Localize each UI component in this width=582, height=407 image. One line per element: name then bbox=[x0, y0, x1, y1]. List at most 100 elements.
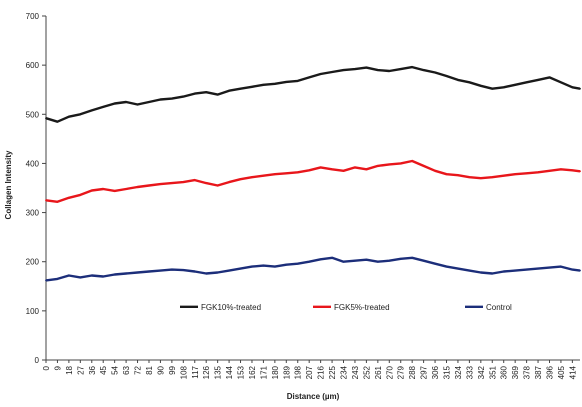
data-point-control bbox=[228, 269, 230, 272]
data-point-fgk5-treated bbox=[445, 173, 448, 176]
data-point-fgk5-treated bbox=[79, 193, 82, 196]
data-point-control bbox=[422, 259, 425, 262]
x-tick-label: 324 bbox=[454, 365, 463, 379]
data-point-fgk5-treated bbox=[491, 176, 494, 179]
x-tick-label: 153 bbox=[237, 365, 246, 379]
data-point-control bbox=[434, 262, 436, 265]
data-point-fgk5-treated bbox=[571, 169, 574, 172]
x-tick-label: 45 bbox=[99, 365, 108, 374]
x-tick-label: 234 bbox=[340, 365, 349, 379]
data-point-fgk5-treated bbox=[113, 190, 116, 192]
data-point-fgk5-treated bbox=[136, 186, 139, 188]
data-point-control bbox=[67, 274, 70, 277]
x-axis-title: Distance (µm) bbox=[287, 392, 340, 401]
data-point-fgk10-treated bbox=[411, 66, 414, 69]
data-point-control bbox=[45, 279, 47, 282]
data-point-control bbox=[502, 270, 505, 273]
data-point-fgk10-treated bbox=[296, 79, 299, 82]
data-point-fgk10-treated bbox=[262, 83, 265, 86]
data-point-fgk5-treated bbox=[434, 169, 436, 172]
data-point-fgk5-treated bbox=[262, 174, 265, 177]
x-tick-label: 90 bbox=[156, 365, 165, 374]
data-point-fgk10-treated bbox=[125, 101, 127, 103]
data-point-fgk5-treated bbox=[216, 184, 219, 187]
data-point-fgk10-treated bbox=[434, 71, 436, 74]
data-point-fgk10-treated bbox=[457, 78, 459, 81]
data-point-fgk10-treated bbox=[56, 120, 59, 123]
data-point-fgk10-treated bbox=[342, 69, 345, 71]
data-point-fgk10-treated bbox=[205, 91, 208, 94]
x-tick-label: 81 bbox=[145, 365, 154, 374]
data-point-control bbox=[399, 257, 402, 260]
data-point-fgk5-treated bbox=[319, 166, 322, 169]
y-tick-label: 300 bbox=[26, 209, 40, 218]
y-tick-label: 400 bbox=[26, 159, 40, 168]
data-point-fgk10-treated bbox=[354, 68, 356, 70]
data-point-fgk10-treated bbox=[216, 93, 219, 96]
x-tick-label: 378 bbox=[523, 365, 532, 379]
data-point-fgk10-treated bbox=[525, 81, 528, 84]
data-point-fgk5-treated bbox=[239, 178, 242, 181]
data-point-control bbox=[388, 259, 391, 262]
data-point-fgk10-treated bbox=[571, 86, 574, 89]
data-point-control bbox=[479, 271, 482, 274]
data-point-fgk10-treated bbox=[239, 87, 242, 90]
data-point-fgk5-treated bbox=[502, 174, 505, 177]
data-point-fgk10-treated bbox=[514, 83, 517, 86]
y-tick-label: 700 bbox=[26, 12, 40, 21]
data-point-fgk5-treated bbox=[56, 200, 59, 203]
data-point-control bbox=[537, 267, 539, 270]
data-point-control bbox=[331, 256, 333, 259]
x-tick-label: 297 bbox=[420, 365, 429, 379]
y-tick-label: 100 bbox=[26, 307, 40, 316]
data-point-fgk5-treated bbox=[560, 168, 562, 171]
data-point-fgk10-treated bbox=[273, 82, 276, 85]
x-tick-label: 360 bbox=[500, 365, 509, 379]
data-point-fgk5-treated bbox=[125, 188, 127, 190]
data-point-fgk5-treated bbox=[273, 173, 276, 176]
data-point-fgk5-treated bbox=[457, 174, 459, 177]
data-point-fgk10-treated bbox=[399, 68, 402, 70]
data-point-fgk10-treated bbox=[102, 106, 105, 108]
data-point-fgk10-treated bbox=[548, 76, 551, 79]
data-point-fgk10-treated bbox=[537, 78, 539, 81]
y-axis-title: Collagen Intensity bbox=[4, 150, 13, 219]
data-point-fgk10-treated bbox=[579, 87, 581, 90]
data-point-fgk5-treated bbox=[148, 184, 150, 187]
data-point-fgk5-treated bbox=[422, 164, 425, 167]
x-tick-label: 225 bbox=[328, 365, 337, 379]
data-point-fgk10-treated bbox=[479, 84, 482, 87]
x-tick-label: 63 bbox=[122, 365, 131, 374]
data-point-fgk5-treated bbox=[102, 188, 105, 190]
x-tick-label: 351 bbox=[488, 365, 497, 379]
data-point-fgk5-treated bbox=[90, 189, 93, 192]
data-point-control bbox=[548, 266, 551, 269]
data-point-fgk10-treated bbox=[502, 86, 505, 89]
y-tick-label: 500 bbox=[26, 110, 40, 119]
y-tick-label: 0 bbox=[35, 356, 40, 365]
data-point-fgk10-treated bbox=[113, 102, 116, 105]
data-point-fgk10-treated bbox=[170, 97, 173, 100]
data-point-fgk10-treated bbox=[388, 70, 391, 72]
x-tick-label: 342 bbox=[477, 365, 486, 379]
x-tick-label: 72 bbox=[134, 365, 143, 374]
data-point-control bbox=[113, 273, 116, 276]
data-point-fgk10-treated bbox=[365, 66, 368, 69]
data-point-control bbox=[205, 272, 208, 275]
data-point-control bbox=[376, 260, 379, 263]
x-tick-label: 405 bbox=[557, 365, 566, 379]
data-point-fgk10-treated bbox=[308, 76, 311, 79]
data-point-control bbox=[251, 265, 253, 268]
data-point-fgk5-treated bbox=[170, 182, 173, 184]
data-point-fgk5-treated bbox=[399, 162, 402, 165]
data-point-fgk5-treated bbox=[525, 172, 528, 175]
data-point-control bbox=[182, 269, 185, 271]
data-point-fgk5-treated bbox=[388, 163, 391, 166]
data-point-fgk5-treated bbox=[479, 177, 482, 180]
data-point-fgk10-treated bbox=[376, 69, 379, 71]
x-tick-label: 396 bbox=[545, 365, 554, 379]
data-point-fgk5-treated bbox=[285, 172, 288, 175]
data-point-control bbox=[296, 262, 299, 265]
data-point-control bbox=[239, 267, 242, 270]
